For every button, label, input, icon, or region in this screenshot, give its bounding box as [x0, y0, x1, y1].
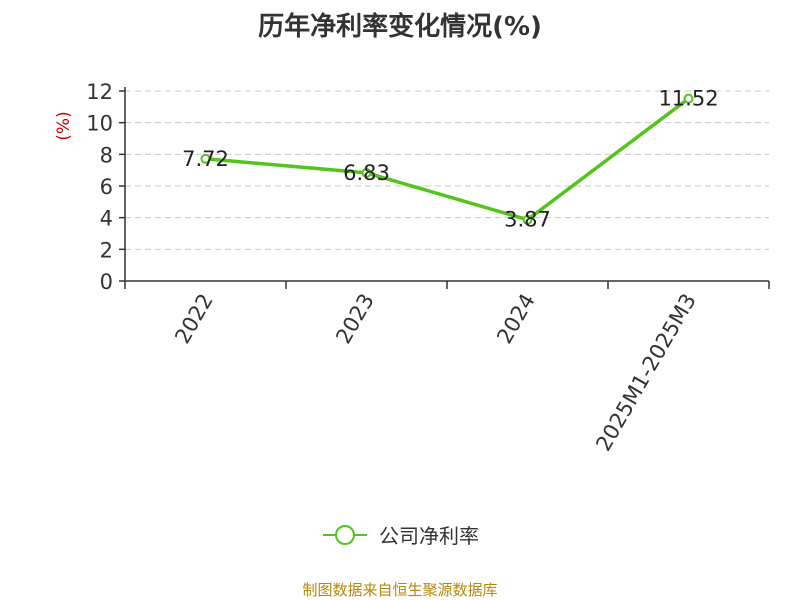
y-tick-label: 6: [100, 175, 113, 199]
axes: 0 2 4 6 8 10 12 2022 2023 2024 2025M1-2025M3: [86, 80, 770, 456]
legend-marker-icon: [323, 524, 367, 545]
y-tick-label: 12: [86, 80, 113, 104]
y-tick-label: 8: [100, 143, 113, 167]
data-point: [683, 93, 694, 104]
y-tick-label: 0: [100, 270, 113, 294]
data-point: [361, 167, 372, 178]
x-tick-label: 2024: [492, 290, 540, 348]
y-tick-label: 10: [86, 112, 113, 136]
x-tick-label: 2022: [170, 290, 218, 348]
data-label: 7.72: [182, 147, 229, 171]
x-tick-label: 2023: [331, 290, 379, 348]
x-tick-label: 2025M1-2025M3: [591, 290, 701, 456]
chart-title: 历年净利率变化情况(%): [258, 12, 542, 42]
y-axis-label: (%): [54, 111, 74, 140]
data-label: 11.52: [658, 87, 718, 111]
gridlines: [125, 90, 769, 250]
legend-label: 公司净利率: [379, 524, 479, 548]
legend[interactable]: 公司净利率: [0, 520, 800, 549]
data-label: 6.83: [343, 161, 390, 185]
series-layer: 7.72 6.83 3.87 11.52: [182, 87, 718, 232]
data-label: 3.87: [504, 208, 551, 232]
series-line: [205, 97, 690, 222]
source-note: 制图数据来自恒生聚源数据库: [302, 581, 498, 599]
data-point: [200, 153, 211, 164]
y-tick-label: 4: [100, 207, 113, 231]
y-tick-label: 2: [100, 238, 113, 262]
data-point: [522, 214, 533, 225]
